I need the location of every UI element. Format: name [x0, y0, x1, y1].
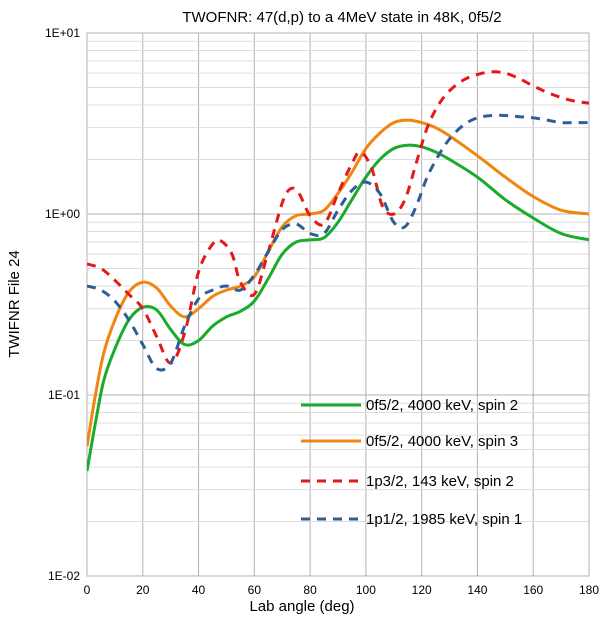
x-tick-label: 40 — [192, 583, 206, 597]
x-tick-label: 140 — [467, 583, 487, 597]
x-tick-label: 160 — [523, 583, 543, 597]
y-tick-label: 1E+01 — [45, 26, 80, 40]
series-lines — [87, 70, 589, 472]
y-tick-label: 1E-02 — [48, 569, 80, 583]
series-line-1 — [87, 143, 589, 472]
series-line-4 — [87, 113, 589, 372]
series-line-2 — [87, 118, 589, 447]
x-axis-title: Lab angle (deg) — [249, 598, 354, 615]
x-tick-label: 80 — [303, 583, 317, 597]
grid-lines — [86, 33, 590, 577]
x-tick-label: 20 — [136, 583, 150, 597]
x-tick-label: 120 — [412, 583, 432, 597]
x-tick-label: 100 — [356, 583, 376, 597]
x-tick-label: 180 — [579, 583, 599, 597]
plot-frame — [86, 32, 590, 577]
x-tick-label: 60 — [248, 583, 262, 597]
y-tick-label: 1E-01 — [48, 388, 80, 402]
legend-label-2: 0f5/2, 4000 keV, spin 3 — [366, 433, 518, 450]
chart-title: TWOFNR: 47(d,p) to a 4MeV state in 48K, … — [182, 9, 501, 26]
legend: 0f5/2, 4000 keV, spin 2 0f5/2, 4000 keV, … — [301, 397, 522, 528]
y-tick-label: 1E+00 — [45, 207, 80, 221]
x-tick-label: 0 — [84, 583, 91, 597]
legend-label-1: 0f5/2, 4000 keV, spin 2 — [366, 397, 518, 414]
y-axis-title: TWIFNR File 24 — [6, 250, 23, 358]
legend-label-3: 1p3/2, 143 keV, spin 2 — [366, 473, 514, 490]
tick-labels: 0 20 40 60 80 100 120 140 160 180 1E+01 1E+00 1E-01 1… — [45, 26, 599, 597]
legend-label-4: 1p1/2, 1985 keV, spin 1 — [366, 511, 522, 528]
series-line-3 — [87, 70, 589, 365]
